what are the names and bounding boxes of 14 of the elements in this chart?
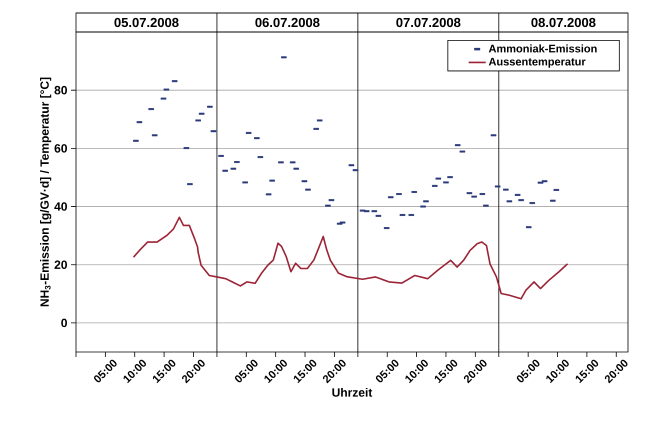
y-tick-label: 20 xyxy=(54,260,67,269)
x2-tick-label: 05.07.2008 xyxy=(114,18,179,28)
legend-label: Aussentemperatur xyxy=(488,58,586,68)
x2-tick-label: 07.07.2008 xyxy=(396,18,460,28)
x-axis-title: Uhrzeit xyxy=(332,388,372,397)
legend-label: Ammoniak-Emission xyxy=(488,44,597,52)
y-tick-label: 60 xyxy=(54,144,67,153)
y-tick-label: 80 xyxy=(54,86,67,94)
x2-tick-label: 06.07.2008 xyxy=(255,18,320,28)
y-tick-label: 0 xyxy=(61,318,67,328)
y-tick-label: 40 xyxy=(54,202,67,211)
line-series xyxy=(132,216,568,300)
x2-tick-label: 08.07.2008 xyxy=(531,18,596,28)
y-axis-title: NH$_{3}$-Emission [g/GV·d] / Temperatur [°C] xyxy=(40,78,52,306)
